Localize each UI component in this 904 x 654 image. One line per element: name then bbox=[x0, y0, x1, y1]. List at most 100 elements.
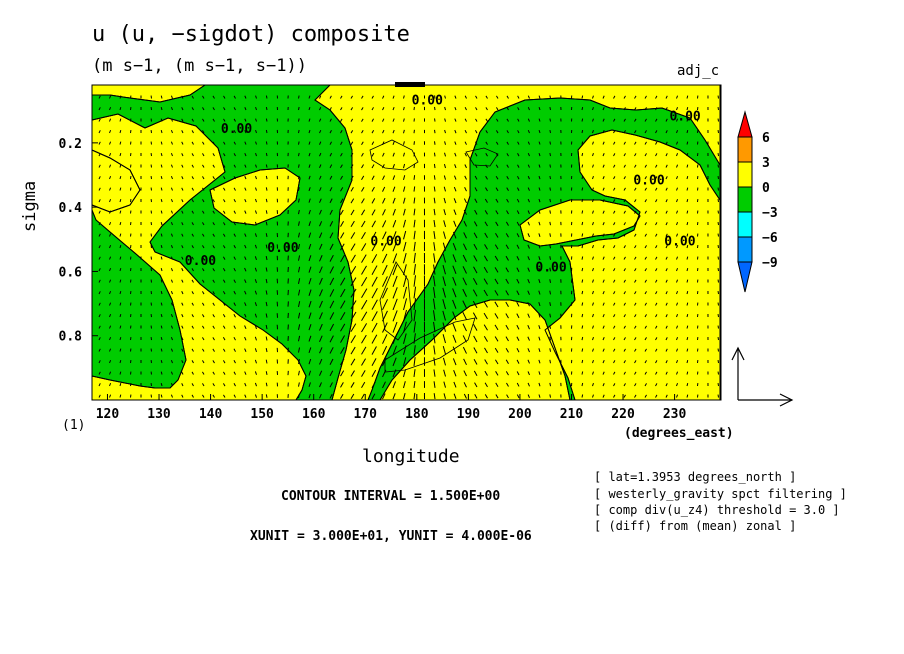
vector-arrow bbox=[191, 118, 194, 122]
vector-arrow bbox=[676, 337, 679, 341]
vector-arrow bbox=[433, 231, 436, 240]
vector-arrow bbox=[549, 129, 551, 134]
vector-arrow bbox=[433, 345, 436, 355]
vector-arrow bbox=[212, 233, 215, 237]
vector-arrow bbox=[298, 106, 300, 111]
vector-arrow bbox=[308, 141, 311, 145]
vector-arrow bbox=[329, 130, 332, 134]
vector-arrow bbox=[329, 198, 333, 204]
vector-arrow bbox=[265, 255, 268, 261]
vector-arrow bbox=[516, 198, 520, 203]
vector-arrow bbox=[392, 242, 397, 252]
vector-arrow bbox=[433, 333, 436, 344]
vector-arrow bbox=[644, 141, 647, 145]
vector-arrow bbox=[254, 290, 257, 295]
vector-arrow bbox=[549, 95, 551, 99]
vector-arrow bbox=[538, 290, 541, 295]
vector-arrow bbox=[265, 141, 268, 145]
vector-arrow bbox=[308, 95, 311, 99]
vector-arrow bbox=[160, 279, 163, 283]
vector-arrow bbox=[516, 187, 520, 191]
vector-arrow bbox=[119, 290, 122, 295]
vector-arrow bbox=[202, 153, 205, 157]
vector-arrow bbox=[181, 394, 184, 398]
vector-arrow bbox=[233, 325, 236, 329]
vector-arrow bbox=[298, 95, 300, 99]
vector-arrow bbox=[350, 209, 355, 216]
vector-arrow bbox=[201, 291, 205, 295]
vector-arrow bbox=[475, 130, 478, 134]
zero-contour-lines bbox=[91, 84, 721, 401]
vector-arrow bbox=[329, 323, 335, 332]
vector-arrow bbox=[255, 141, 257, 145]
vector-arrow bbox=[201, 337, 205, 341]
vector-arrow bbox=[233, 279, 236, 283]
vector-arrow bbox=[191, 394, 194, 398]
vector-arrow bbox=[392, 208, 396, 216]
vector-arrow bbox=[484, 359, 488, 365]
vector-arrow bbox=[494, 290, 499, 296]
vector-arrow bbox=[549, 256, 551, 260]
vector-arrow bbox=[212, 348, 215, 352]
vector-arrow bbox=[686, 187, 689, 191]
vector-arrow bbox=[191, 210, 194, 214]
contour-label: 0.00 bbox=[370, 235, 401, 250]
vector-arrow bbox=[119, 152, 122, 157]
vector-arrow bbox=[98, 164, 101, 168]
vector-arrow bbox=[538, 394, 541, 398]
vector-arrow bbox=[433, 253, 436, 263]
vector-arrow bbox=[676, 279, 679, 283]
vector-arrow bbox=[665, 118, 668, 122]
vector-arrow bbox=[202, 394, 205, 398]
zero-contour bbox=[544, 129, 721, 401]
vector-arrow bbox=[623, 383, 626, 387]
vector-arrow bbox=[644, 291, 647, 295]
vector-arrow bbox=[613, 141, 616, 145]
vector-arrow bbox=[119, 394, 122, 398]
vector-arrow bbox=[505, 313, 509, 319]
vector-arrow bbox=[233, 130, 236, 134]
vector-arrow bbox=[350, 95, 354, 99]
vector-arrow bbox=[340, 346, 345, 355]
vector-arrow bbox=[371, 254, 378, 264]
vector-arrow bbox=[298, 370, 300, 376]
vector-arrow bbox=[265, 267, 268, 272]
vector-arrow bbox=[382, 231, 387, 240]
vector-arrow bbox=[350, 335, 356, 344]
vector-arrow bbox=[98, 383, 101, 387]
vector-arrow bbox=[392, 321, 398, 333]
vector-arrow bbox=[265, 301, 268, 307]
vector-arrow bbox=[644, 268, 647, 272]
vector-arrow bbox=[392, 381, 396, 389]
vector-arrow bbox=[265, 175, 268, 180]
vector-arrow bbox=[244, 164, 247, 168]
vector-arrow bbox=[676, 153, 679, 157]
vector-arrow bbox=[98, 256, 101, 260]
vector-arrow bbox=[170, 118, 173, 122]
vector-arrow bbox=[463, 358, 467, 366]
vector-arrow bbox=[644, 360, 647, 364]
vector-arrow bbox=[505, 278, 509, 284]
vector-arrow bbox=[549, 244, 551, 249]
vector-arrow bbox=[413, 241, 416, 252]
vector-arrow bbox=[254, 267, 257, 272]
vector-arrow bbox=[340, 335, 345, 343]
vector-arrow bbox=[454, 141, 457, 145]
vector-arrow bbox=[255, 175, 257, 180]
contour-label: 0.00 bbox=[267, 241, 298, 256]
vector-arrow bbox=[119, 233, 122, 237]
vector-arrow bbox=[442, 345, 446, 355]
vector-arrow bbox=[254, 371, 257, 375]
vector-arrow bbox=[686, 279, 689, 283]
vector-arrow bbox=[382, 264, 388, 276]
vector-arrow bbox=[298, 382, 300, 387]
vector-arrow bbox=[191, 130, 194, 134]
vector-arrow bbox=[212, 383, 215, 387]
vector-arrow bbox=[413, 369, 416, 378]
vector-arrow bbox=[494, 336, 499, 342]
vector-arrow bbox=[191, 302, 194, 306]
vector-arrow bbox=[201, 314, 205, 318]
vector-arrow bbox=[371, 186, 375, 192]
vector-arrow bbox=[160, 267, 163, 272]
vector-arrow bbox=[98, 153, 101, 157]
